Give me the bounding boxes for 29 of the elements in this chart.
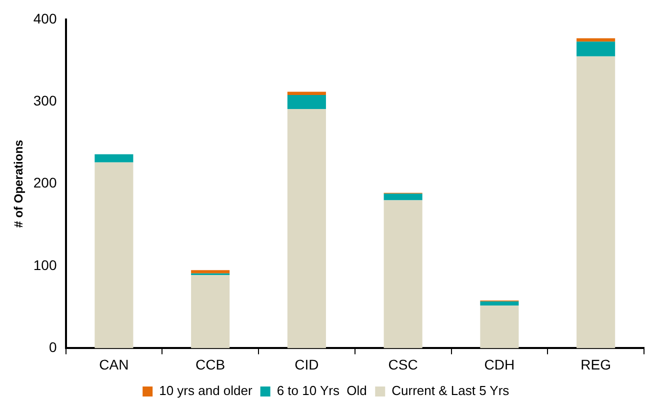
y-tick-label: 300 [33,92,57,108]
bar [480,305,519,348]
bar [287,95,326,109]
bar [384,194,422,200]
y-axis-title: # of Operations [12,139,26,228]
bar [287,109,326,348]
bar [480,301,519,306]
legend-label: Current & Last 5 Yrs [392,383,510,398]
y-tick-label: 100 [33,256,57,273]
x-tick-label: CAN [99,356,129,372]
bar [94,162,134,348]
y-tick-label: 200 [33,174,57,191]
bar [576,42,616,56]
legend-label: 10 yrs and older [159,383,253,398]
bar [576,38,616,42]
bar [287,92,326,96]
bar [384,200,422,348]
x-tick-label: REG [580,356,611,372]
x-tick-label: CSC [388,356,418,372]
x-tick-label: CDH [484,356,515,372]
y-tick-label: 0 [48,339,57,356]
bar [576,56,616,348]
legend-label: 6 to 10 Yrs Old [276,383,367,398]
bar [191,270,230,274]
bar [94,154,134,162]
y-tick-label: 400 [33,10,57,26]
bar [191,275,230,348]
x-tick-label: CID [294,356,319,372]
x-tick-label: CCB [196,356,226,372]
